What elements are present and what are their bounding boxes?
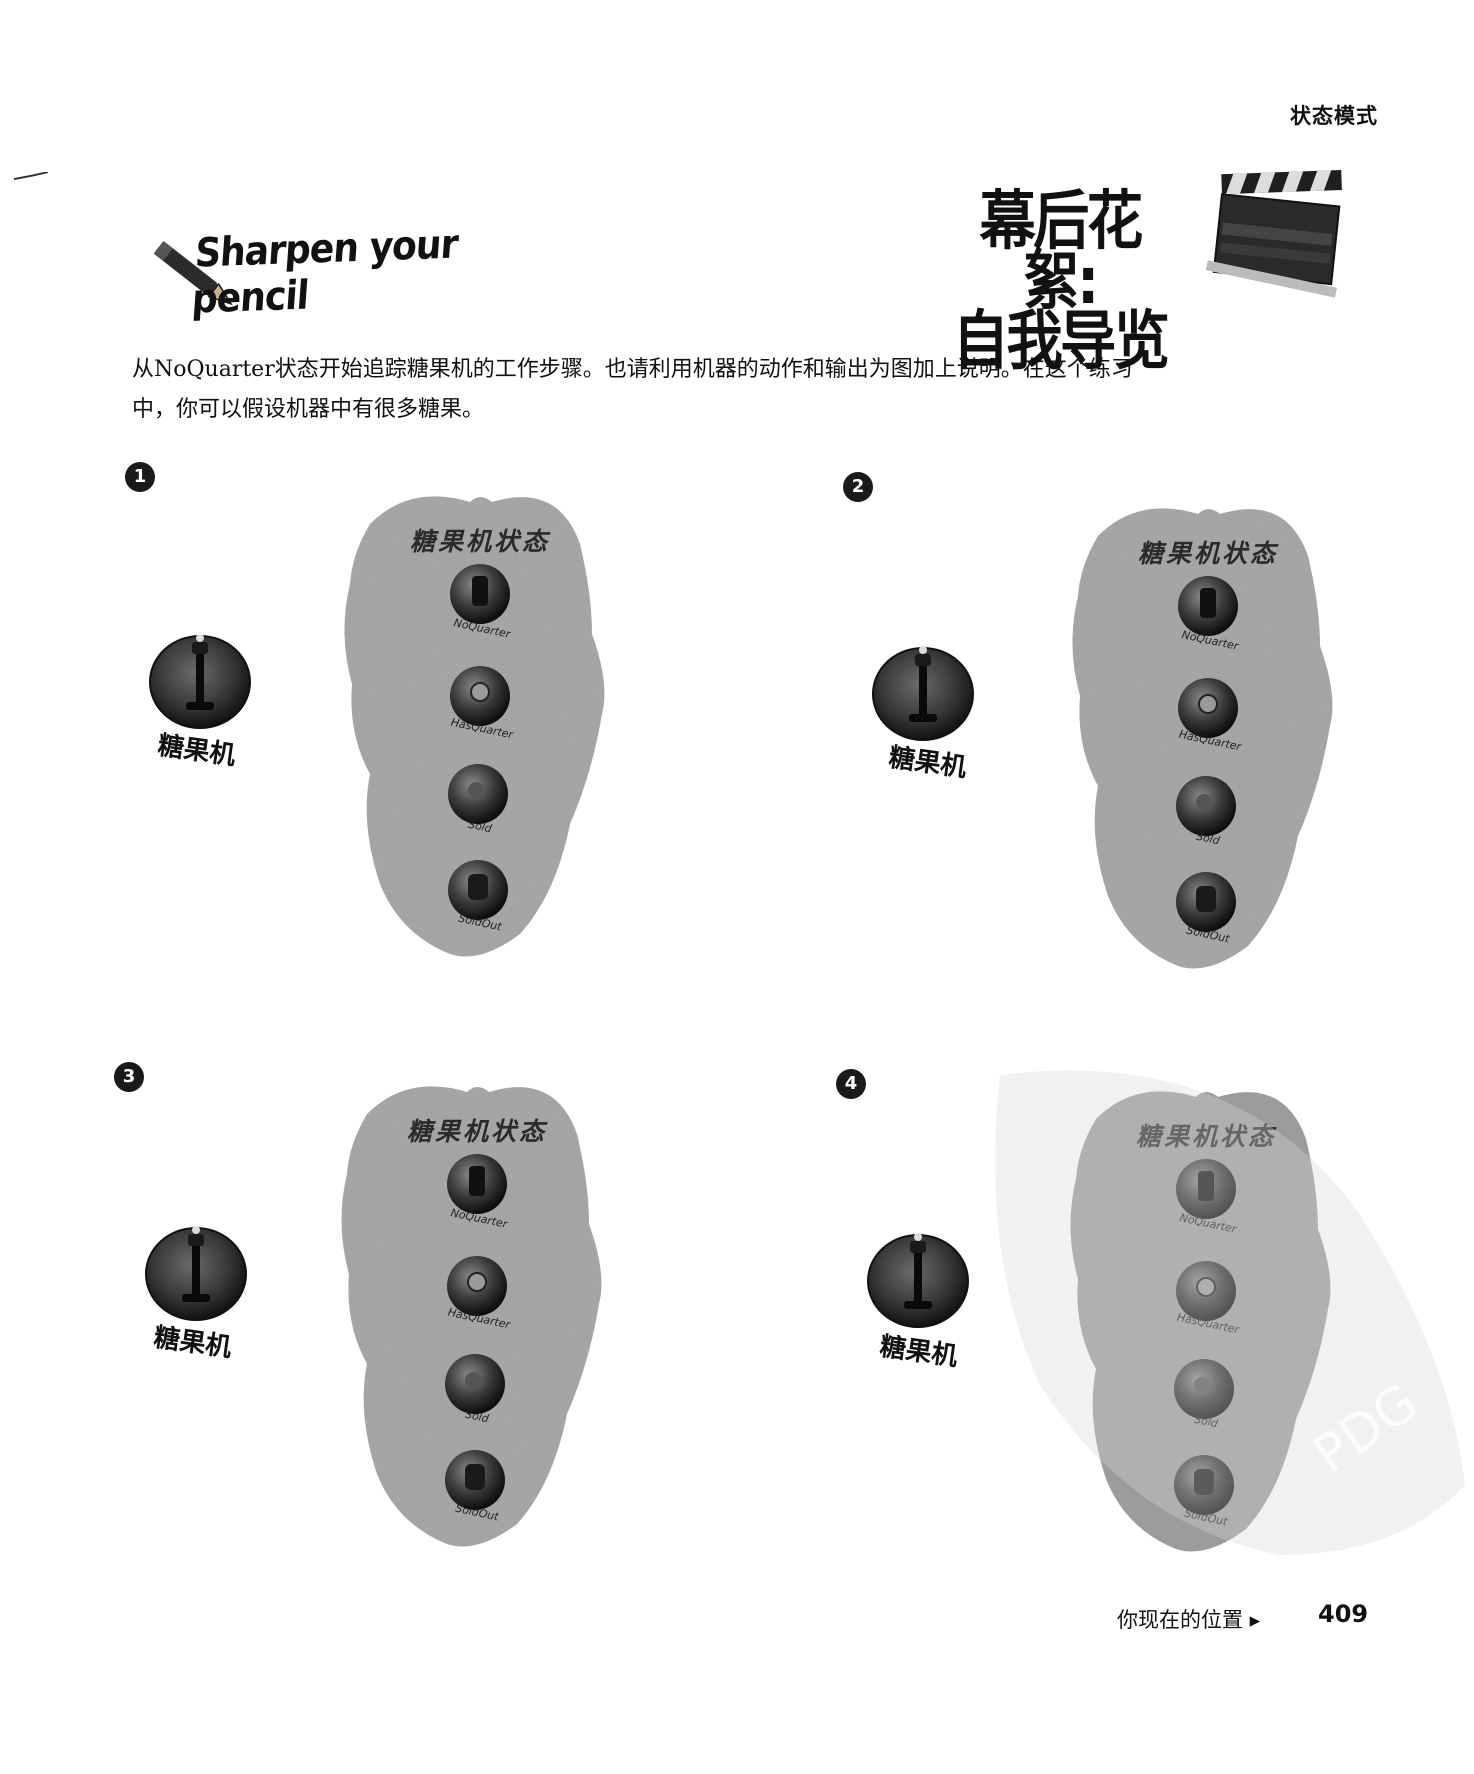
page-number: 409: [1318, 1600, 1369, 1628]
step-number: 3: [114, 1062, 144, 1092]
page-title: 幕后花絮: 自我导览: [950, 185, 1170, 379]
state-knob-sold: [445, 1354, 505, 1414]
state-knob-noquarter: [447, 1154, 507, 1214]
state-knob-sold: [448, 764, 508, 824]
intro-line-1: 从NoQuarter状态开始追踪糖果机的工作步骤。也请利用机器的动作和输出为图加…: [132, 357, 1133, 382]
sharpen-pencil-banner: Sharpen your pencil: [140, 212, 460, 323]
gumball-machine-label: 糖果机: [886, 742, 969, 784]
gumball-machine-icon: [867, 1233, 969, 1328]
state-knob-hasquarter: [1176, 1261, 1236, 1321]
pencil-icon: [153, 240, 233, 306]
state-knob-hasquarter: [450, 666, 510, 726]
intro-paragraph: 从NoQuarter状态开始追踪糖果机的工作步骤。也请利用机器的动作和输出为图加…: [132, 350, 1322, 430]
step-4: 4 糖果机 糖果机状态 NoQuarter HasQuarter Sold So…: [836, 1069, 1474, 1629]
state-panel-shape: [341, 1086, 602, 1547]
state-knob-noquarter: [450, 564, 510, 624]
title-line-2: 自我导览: [952, 305, 1170, 379]
state-knob-noquarter: [1176, 1159, 1236, 1219]
gumball-machine-label: 糖果机: [877, 1331, 960, 1373]
state-panel-shape: [1072, 508, 1333, 969]
scan-mark: [14, 172, 48, 180]
gumball-machine-label: 糖果机: [151, 1322, 234, 1364]
step-1: 1 糖果机 糖果机状态 NoQuarter HasQuarter Sold So…: [120, 462, 820, 1022]
title-line-1: 幕后花絮:: [979, 185, 1143, 319]
state-knob-soldout: [445, 1450, 505, 1510]
state-knob-soldout: [448, 860, 508, 920]
state-panel-shape: [1070, 1091, 1331, 1552]
gumball-machine-label: 糖果机: [155, 730, 238, 772]
sharpen-label: Sharpen your pencil: [190, 221, 460, 323]
step-2: 2 糖果机 糖果机状态 NoQuarter HasQuarter Sold So…: [843, 472, 1474, 1032]
section-header: 状态模式: [1290, 104, 1378, 128]
state-knob-hasquarter: [447, 1256, 507, 1316]
state-panel-shape: [344, 496, 605, 957]
step-number: 4: [836, 1069, 866, 1099]
gumball-machine-icon: [872, 646, 974, 741]
clapperboard-icon: [1205, 170, 1342, 298]
state-knob-sold: [1174, 1359, 1234, 1419]
intro-line-2: 中，你可以假设机器中有很多糖果。: [132, 397, 485, 422]
state-panel: 糖果机状态 NoQuarter HasQuarter Sold SoldOut: [327, 1074, 627, 1554]
state-knob-noquarter: [1178, 576, 1238, 636]
gumball-machine-icon: [145, 1226, 247, 1321]
state-knob-hasquarter: [1178, 678, 1238, 738]
gumball-machine-icon: [149, 634, 251, 729]
step-number: 1: [125, 462, 155, 492]
state-panel: 糖果机状态 NoQuarter HasQuarter Sold SoldOut: [330, 484, 630, 964]
state-knob-soldout: [1174, 1455, 1234, 1515]
state-knob-soldout: [1176, 872, 1236, 932]
footer-location-link[interactable]: 你现在的位置 ▸: [1117, 1608, 1261, 1632]
state-panel-title: 糖果机状态: [1135, 1122, 1276, 1151]
step-3: 3 糖果机 糖果机状态 NoQuarter HasQuarter Sold So…: [114, 1062, 814, 1622]
state-knob-sold: [1176, 776, 1236, 836]
state-panel-title: 糖果机状态: [1137, 539, 1278, 568]
state-panel-title: 糖果机状态: [409, 527, 550, 556]
state-panel: 糖果机状态 NoQuarter HasQuarter Sold SoldOut: [1056, 1079, 1356, 1559]
state-panel-title: 糖果机状态: [406, 1117, 547, 1146]
state-panel: 糖果机状态 NoQuarter HasQuarter Sold SoldOut: [1058, 496, 1358, 976]
step-number: 2: [843, 472, 873, 502]
